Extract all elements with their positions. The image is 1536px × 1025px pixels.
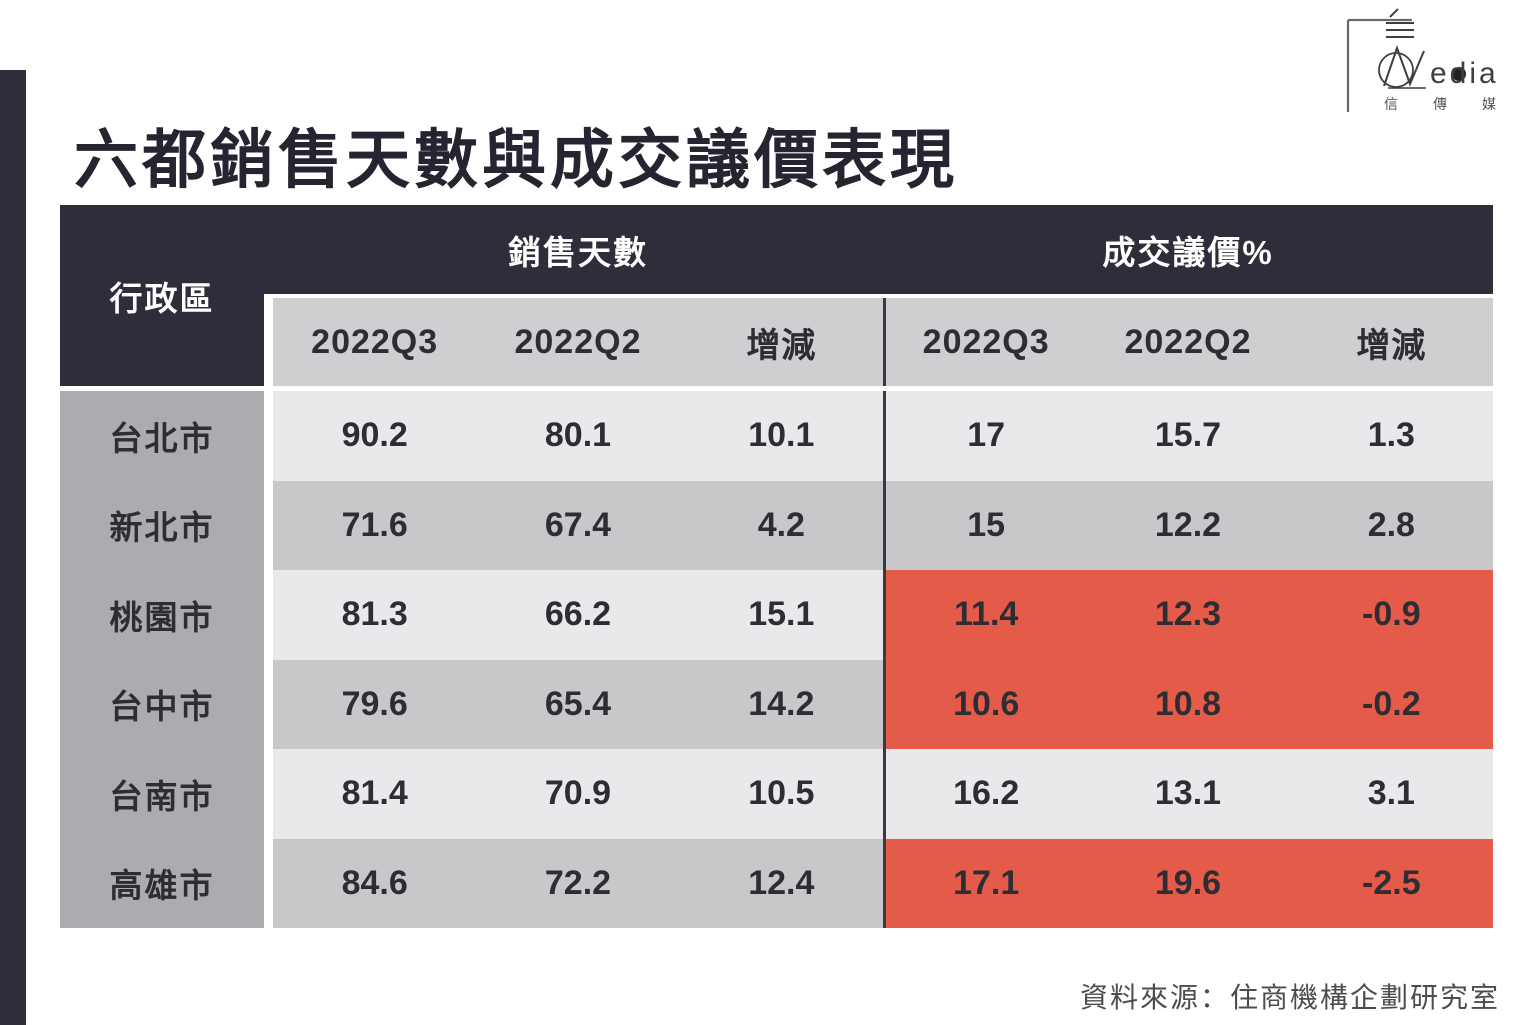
table-cell: 72.2 <box>476 838 680 928</box>
table-cell: 70.9 <box>476 749 680 839</box>
table-cell-highlighted: -0.2 <box>1289 659 1493 749</box>
subheader-nego-change: 增減 <box>1289 298 1493 386</box>
logo-d-dot <box>1452 67 1466 81</box>
logo-c-circle <box>1378 52 1414 88</box>
table-cell-highlighted: -2.5 <box>1289 838 1493 928</box>
table-cell-highlighted: 19.6 <box>1086 838 1290 928</box>
table-cell: 13.1 <box>1086 749 1290 839</box>
subheader-sales-change: 增減 <box>679 298 883 386</box>
city-cell: 台北市 <box>60 391 264 481</box>
table-cell: 14.2 <box>679 659 883 749</box>
table-header-band: 銷售天數 成交議價% <box>60 205 1493 294</box>
table-cell: 1.3 <box>1289 391 1493 481</box>
city-cell: 桃園市 <box>60 570 264 660</box>
table-cell: 4.2 <box>679 480 883 570</box>
table-cell: 10.5 <box>679 749 883 839</box>
logo-m-stroke <box>1383 44 1425 87</box>
subheader-sales-2022q3: 2022Q3 <box>273 298 477 386</box>
city-cell: 高雄市 <box>60 838 264 928</box>
table-cell: 2.8 <box>1289 480 1493 570</box>
city-cell: 新北市 <box>60 480 264 570</box>
table-cell: 16.2 <box>882 749 1087 839</box>
table-cell: 80.1 <box>476 391 680 481</box>
table-cell: 79.6 <box>273 659 477 749</box>
table-cell: 81.4 <box>273 749 477 839</box>
table-cell: 65.4 <box>476 659 680 749</box>
table-cell: 67.4 <box>476 480 680 570</box>
table-cell: 12.2 <box>1086 480 1290 570</box>
table-cell-highlighted: 11.4 <box>882 570 1087 660</box>
logo-subtitle-char-3: 媒 <box>1482 96 1496 112</box>
cmedia-logo: edia 信 傳 媒 <box>1338 6 1510 118</box>
table-cell: 15.1 <box>679 570 883 660</box>
sales-days-negotiation-table: 銷售天數 成交議價% 行政區 2022Q3 2022Q2 增減 2022Q3 2… <box>60 205 1493 928</box>
group-header-sales-days: 銷售天數 <box>507 233 648 271</box>
cmedia-logo-graphic: edia 信 傳 媒 <box>1346 8 1499 112</box>
table-cell: 10.1 <box>679 391 883 481</box>
table-cell-highlighted: 10.6 <box>882 659 1087 749</box>
group-header-negotiation-pct: 成交議價% <box>1102 233 1274 271</box>
table-cell-highlighted: 17.1 <box>882 838 1087 928</box>
table-cell-highlighted: -0.9 <box>1289 570 1493 660</box>
table-cell: 15.7 <box>1086 391 1290 481</box>
data-source-note: 資料來源：住商機構企劃研究室 <box>1079 982 1500 1013</box>
table-cell-highlighted: 10.8 <box>1086 659 1290 749</box>
table-cell: 3.1 <box>1289 749 1493 839</box>
table-cell: 12.4 <box>679 838 883 928</box>
table-cell: 81.3 <box>273 570 477 660</box>
page-title: 六都銷售天數與成交議價表現 <box>74 123 958 196</box>
table-cell: 17 <box>882 391 1087 481</box>
subheader-nego-2022q3: 2022Q3 <box>882 298 1087 386</box>
city-cell: 台中市 <box>60 659 264 749</box>
logo-tick-stroke <box>1389 8 1399 18</box>
left-accent-bar <box>0 70 26 1025</box>
subheader-nego-2022q2: 2022Q2 <box>1086 298 1290 386</box>
table-cell: 66.2 <box>476 570 680 660</box>
subheader-sales-2022q2: 2022Q2 <box>476 298 680 386</box>
logo-subtitle-char-1: 信 <box>1384 96 1398 112</box>
corner-header-district: 行政區 <box>60 205 264 386</box>
table-cell: 90.2 <box>273 391 477 481</box>
city-cell: 台南市 <box>60 749 264 839</box>
table-cell: 71.6 <box>273 480 477 570</box>
table-cell: 84.6 <box>273 838 477 928</box>
logo-brand-text: edia <box>1430 57 1499 90</box>
table-cell-highlighted: 12.3 <box>1086 570 1290 660</box>
logo-subtitle-char-2: 傳 <box>1433 96 1447 112</box>
table-cell: 15 <box>882 480 1087 570</box>
